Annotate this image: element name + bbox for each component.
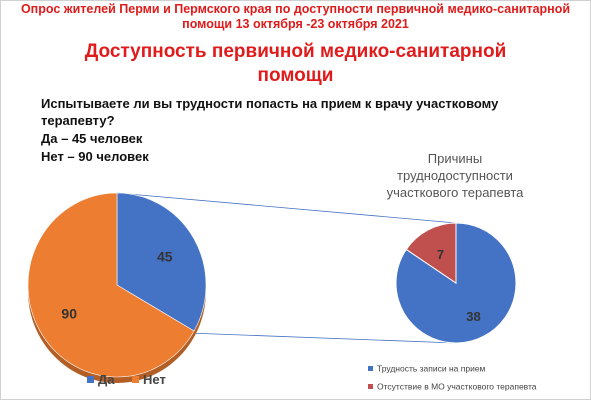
left-legend-label-0: Да (98, 372, 115, 387)
survey-header: Опрос жителей Перми и Пермского края по … (0, 2, 591, 32)
slide-title-line2: помощи (257, 65, 334, 86)
right-chart-title-line2: труднодоступности (397, 168, 513, 183)
right-chart-title-line3: участкового терапевта (386, 185, 524, 200)
right-pie-data-label-0: 38 (466, 309, 480, 324)
right-chart-title-line1: Причины (427, 151, 483, 166)
connector-line-bottom (187, 332, 457, 344)
left-legend-swatch-0 (87, 376, 94, 383)
right-legend-label-0: Трудность записи на прием (377, 364, 486, 374)
left-pie-data-label-0: 45 (157, 248, 173, 264)
right-pie-slice-1 (405, 222, 457, 284)
right-chart-title: Причины труднодоступности участкового те… (370, 150, 540, 201)
survey-header-line1: Опрос жителей Перми и Пермского края по … (20, 2, 571, 16)
slide-title: Доступность первичной медико-санитарной … (0, 40, 591, 88)
answer-yes-count: Да – 45 человек (41, 131, 143, 146)
right-legend-label-1: Отсутствие в МО участкового терапевта (377, 382, 537, 392)
right-legend-swatch-0 (368, 366, 373, 371)
slide-title-line1: Доступность первичной медико-санитарной (84, 41, 507, 62)
left-pie-slice-0 (116, 192, 207, 332)
right-legend-swatch-1 (368, 384, 373, 389)
left-legend-label-1: Нет (143, 372, 166, 387)
left-pie-slice-1 (27, 192, 195, 378)
survey-question: Испытываете ли вы трудности попасть на п… (41, 96, 499, 128)
left-legend-swatch-1 (132, 376, 139, 383)
answer-no-count: Нет – 90 человек (41, 149, 149, 164)
connector-line-top (116, 192, 457, 224)
right-pie-data-label-1: 7 (437, 247, 444, 262)
survey-header-line2: помощи 13 октября -23 октября 2021 (182, 17, 409, 31)
left-pie-data-label-1: 90 (61, 306, 77, 322)
